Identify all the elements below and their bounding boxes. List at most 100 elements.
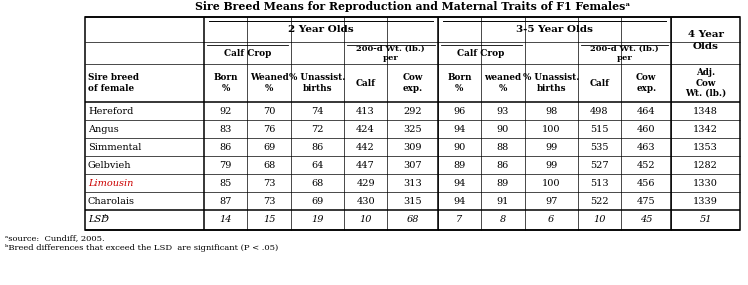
Text: 8: 8 xyxy=(500,215,506,225)
Text: 100: 100 xyxy=(542,125,560,133)
Text: weaned
%: weaned % xyxy=(485,73,521,93)
Text: 89: 89 xyxy=(497,178,509,188)
Text: 442: 442 xyxy=(356,142,375,152)
Text: 94: 94 xyxy=(453,196,465,205)
Text: 430: 430 xyxy=(356,196,375,205)
Text: LSD: LSD xyxy=(88,215,109,225)
Text: Calf: Calf xyxy=(356,78,375,87)
Text: 313: 313 xyxy=(403,178,422,188)
Text: Sire breed
of female: Sire breed of female xyxy=(88,73,139,93)
Text: 424: 424 xyxy=(356,125,375,133)
Text: 69: 69 xyxy=(263,142,275,152)
Text: 460: 460 xyxy=(637,125,655,133)
Text: b: b xyxy=(104,213,108,219)
Text: 76: 76 xyxy=(263,125,275,133)
Text: 1339: 1339 xyxy=(693,196,718,205)
Text: 92: 92 xyxy=(219,107,232,115)
Text: 68: 68 xyxy=(406,215,419,225)
Text: 1353: 1353 xyxy=(693,142,718,152)
Text: 100: 100 xyxy=(542,178,560,188)
Text: 64: 64 xyxy=(311,160,324,170)
Text: Gelbvieh: Gelbvieh xyxy=(88,160,132,170)
Text: Limousin: Limousin xyxy=(88,178,133,188)
Text: 515: 515 xyxy=(590,125,609,133)
Text: 464: 464 xyxy=(637,107,655,115)
Text: 535: 535 xyxy=(590,142,609,152)
Text: 94: 94 xyxy=(453,178,465,188)
Text: 513: 513 xyxy=(590,178,609,188)
Text: 15: 15 xyxy=(263,215,275,225)
Text: 83: 83 xyxy=(219,125,232,133)
Text: 86: 86 xyxy=(497,160,509,170)
Bar xyxy=(85,17,740,230)
Text: 1342: 1342 xyxy=(693,125,718,133)
Text: 200-d Wt. (lb.)
per: 200-d Wt. (lb.) per xyxy=(356,44,425,62)
Text: 1330: 1330 xyxy=(693,178,718,188)
Text: 85: 85 xyxy=(219,178,232,188)
Text: 413: 413 xyxy=(356,107,375,115)
Text: 522: 522 xyxy=(590,196,609,205)
Text: ᵇBreed differences that exceed the LSD  are significant (P < .05): ᵇBreed differences that exceed the LSD a… xyxy=(5,244,278,252)
Text: 87: 87 xyxy=(219,196,232,205)
Text: 69: 69 xyxy=(311,196,324,205)
Text: 498: 498 xyxy=(590,107,609,115)
Text: Adj.
Cow
Wt. (lb.): Adj. Cow Wt. (lb.) xyxy=(685,68,726,98)
Text: 2 Year Olds: 2 Year Olds xyxy=(288,25,354,34)
Text: 10: 10 xyxy=(359,215,372,225)
Text: 73: 73 xyxy=(263,178,275,188)
Text: 292: 292 xyxy=(403,107,422,115)
Text: 88: 88 xyxy=(497,142,509,152)
Text: 90: 90 xyxy=(453,142,465,152)
Text: 4 Year
Olds: 4 Year Olds xyxy=(687,30,723,50)
Text: Angus: Angus xyxy=(88,125,119,133)
Text: Calf: Calf xyxy=(589,78,610,87)
Text: 14: 14 xyxy=(219,215,232,225)
Text: Born
%: Born % xyxy=(213,73,238,93)
Text: 86: 86 xyxy=(311,142,324,152)
Text: 325: 325 xyxy=(403,125,422,133)
Text: 3-5 Year Olds: 3-5 Year Olds xyxy=(516,25,593,34)
Text: 1348: 1348 xyxy=(693,107,718,115)
Text: 429: 429 xyxy=(356,178,375,188)
Text: 456: 456 xyxy=(637,178,655,188)
Text: 86: 86 xyxy=(219,142,232,152)
Text: Sire Breed Means for Reproduction and Maternal Traits of F1 Femalesᵃ: Sire Breed Means for Reproduction and Ma… xyxy=(194,1,630,12)
Text: 51: 51 xyxy=(699,215,712,225)
Text: 200-d Wt. (lb.)
per: 200-d Wt. (lb.) per xyxy=(590,44,659,62)
Text: Simmental: Simmental xyxy=(88,142,141,152)
Text: % Unassist.
births: % Unassist. births xyxy=(289,73,346,93)
Text: 307: 307 xyxy=(403,160,422,170)
Text: ᵃsource:  Cundiff, 2005.: ᵃsource: Cundiff, 2005. xyxy=(5,234,105,242)
Text: 99: 99 xyxy=(545,160,557,170)
Text: Calf Crop: Calf Crop xyxy=(458,48,505,58)
Text: 452: 452 xyxy=(637,160,655,170)
Text: 1282: 1282 xyxy=(693,160,718,170)
Text: 315: 315 xyxy=(403,196,422,205)
Text: 45: 45 xyxy=(640,215,652,225)
Text: 89: 89 xyxy=(453,160,465,170)
Text: 309: 309 xyxy=(403,142,422,152)
Text: 475: 475 xyxy=(637,196,655,205)
Text: Born
%: Born % xyxy=(447,73,472,93)
Text: 68: 68 xyxy=(263,160,275,170)
Text: 527: 527 xyxy=(590,160,609,170)
Text: 7: 7 xyxy=(456,215,462,225)
Text: Charolais: Charolais xyxy=(88,196,135,205)
Text: 90: 90 xyxy=(497,125,509,133)
Text: 73: 73 xyxy=(263,196,275,205)
Text: 99: 99 xyxy=(545,142,557,152)
Text: % Unassist.
births: % Unassist. births xyxy=(523,73,580,93)
Text: 10: 10 xyxy=(593,215,606,225)
Text: Calf Crop: Calf Crop xyxy=(224,48,271,58)
Text: 68: 68 xyxy=(311,178,324,188)
Text: 72: 72 xyxy=(311,125,324,133)
Text: 93: 93 xyxy=(497,107,509,115)
Text: Cow
exp.: Cow exp. xyxy=(402,73,423,93)
Text: Cow
exp.: Cow exp. xyxy=(636,73,657,93)
Text: 91: 91 xyxy=(497,196,509,205)
Text: 98: 98 xyxy=(545,107,557,115)
Text: 463: 463 xyxy=(637,142,655,152)
Text: 19: 19 xyxy=(311,215,324,225)
Text: 447: 447 xyxy=(356,160,375,170)
Text: 74: 74 xyxy=(311,107,324,115)
